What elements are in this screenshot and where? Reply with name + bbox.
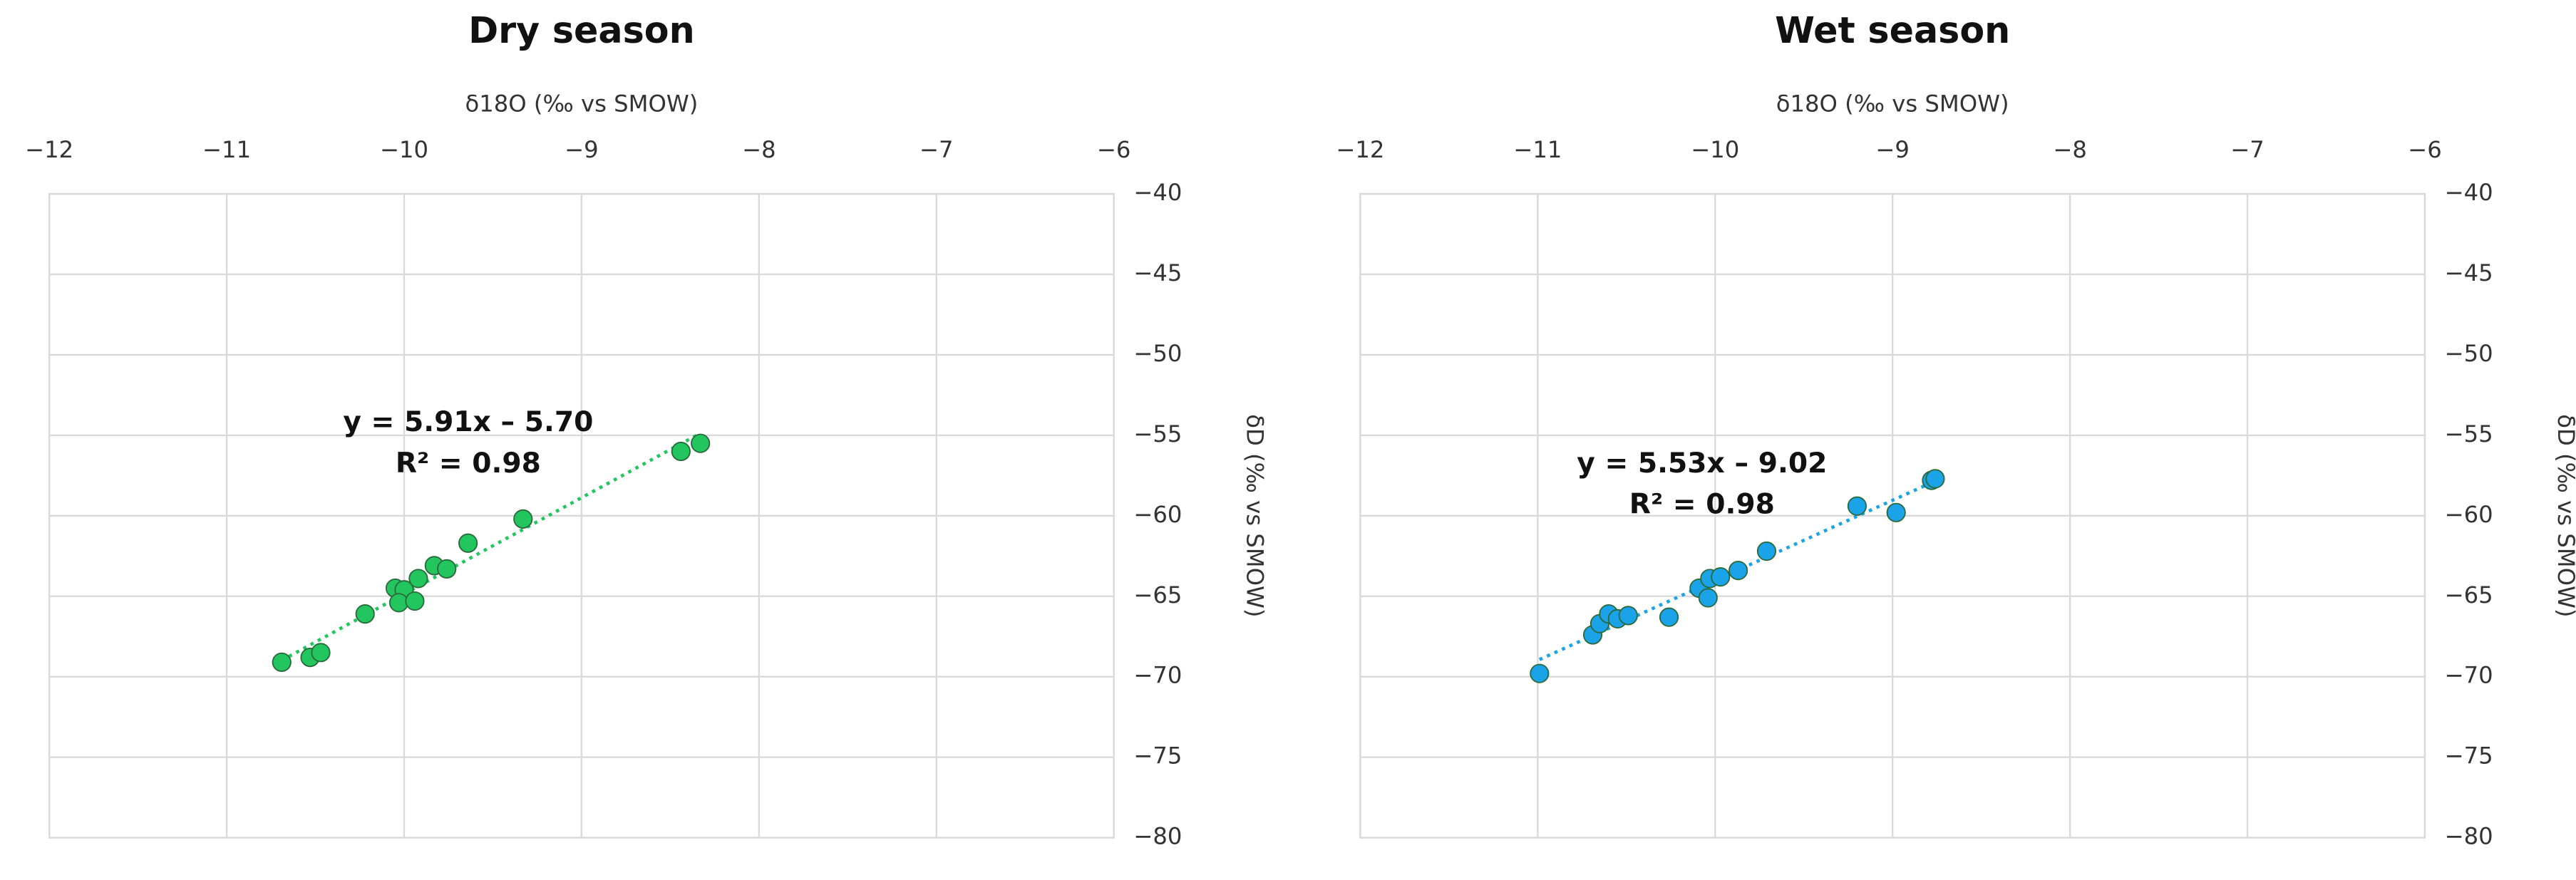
chart-title: Wet season bbox=[1775, 9, 2010, 51]
y-tick-label: −60 bbox=[2445, 501, 2493, 528]
y-tick-label: −55 bbox=[2445, 420, 2493, 447]
r-squared: R² = 0.98 bbox=[1629, 488, 1775, 520]
data-point bbox=[1756, 541, 1777, 561]
data-point bbox=[405, 591, 425, 611]
y-axis-title: δD (‰ vs SMOW) bbox=[2552, 414, 2576, 617]
y-tick-label: −40 bbox=[2445, 179, 2493, 206]
data-point bbox=[513, 509, 533, 529]
data-point bbox=[671, 441, 691, 462]
x-axis-title: δ18O (‰ vs SMOW) bbox=[465, 90, 699, 118]
data-point bbox=[1886, 502, 1906, 522]
y-tick-label: −70 bbox=[2445, 662, 2493, 689]
data-point bbox=[311, 643, 331, 663]
chart: Wet season δ18O (‰ vs SMOW) δD (‰ vs SMOW)… bbox=[1336, 9, 2576, 849]
data-point bbox=[691, 433, 711, 453]
data-point bbox=[1530, 663, 1550, 683]
y-tick-label: −80 bbox=[1133, 823, 1182, 850]
trendline bbox=[281, 431, 701, 662]
data-point bbox=[355, 604, 375, 624]
x-tick-label: −9 bbox=[1875, 136, 1910, 163]
equation: y = 5.91x – 5.70 bbox=[343, 406, 593, 438]
data-point bbox=[1659, 607, 1679, 627]
r-squared: R² = 0.98 bbox=[396, 447, 541, 480]
y-tick-label: −80 bbox=[2445, 823, 2493, 850]
x-tick-label: −7 bbox=[2230, 136, 2265, 163]
y-tick-label: −55 bbox=[1133, 420, 1182, 447]
y-tick-label: −40 bbox=[1133, 179, 1182, 206]
x-tick-label: −8 bbox=[2053, 136, 2087, 163]
x-tick-label: −11 bbox=[1513, 136, 1562, 163]
x-axis-title: δ18O (‰ vs SMOW) bbox=[1776, 90, 2009, 118]
trendline bbox=[1538, 480, 1936, 661]
y-tick-label: −50 bbox=[1133, 340, 1182, 367]
data-point bbox=[408, 569, 428, 589]
y-tick-label: −75 bbox=[2445, 742, 2493, 770]
data-point bbox=[1925, 469, 1945, 489]
x-tick-label: −6 bbox=[1097, 136, 1131, 163]
data-point bbox=[1711, 567, 1731, 587]
y-tick-label: −65 bbox=[2445, 581, 2493, 609]
x-tick-label: −9 bbox=[565, 136, 599, 163]
data-point bbox=[1698, 588, 1718, 608]
y-tick-label: −75 bbox=[1133, 742, 1182, 770]
equation: y = 5.53x – 9.02 bbox=[1577, 447, 1827, 480]
data-point bbox=[458, 533, 478, 553]
data-point bbox=[1847, 496, 1867, 516]
data-point bbox=[272, 652, 292, 672]
x-tick-label: −7 bbox=[919, 136, 954, 163]
data-point bbox=[1729, 561, 1748, 581]
x-tick-label: −8 bbox=[742, 136, 776, 163]
chart-title: Dry season bbox=[468, 9, 695, 51]
x-tick-label: −6 bbox=[2408, 136, 2442, 163]
y-tick-label: −45 bbox=[2445, 259, 2493, 286]
data-point bbox=[1618, 606, 1638, 626]
data-point bbox=[388, 593, 409, 613]
y-tick-label: −70 bbox=[1133, 662, 1182, 689]
y-tick-label: −60 bbox=[1133, 501, 1182, 528]
data-point bbox=[437, 559, 457, 579]
y-tick-label: −65 bbox=[1133, 581, 1182, 609]
y-tick-label: −50 bbox=[2445, 340, 2493, 367]
x-tick-label: −12 bbox=[25, 136, 73, 163]
y-tick-label: −45 bbox=[1133, 259, 1182, 286]
chart: Dry season δ18O (‰ vs SMOW) δD (‰ vs SMOW)… bbox=[25, 9, 1268, 849]
x-tick-label: −12 bbox=[1336, 136, 1384, 163]
x-tick-label: −10 bbox=[1691, 136, 1739, 163]
y-axis-title: δD (‰ vs SMOW) bbox=[1242, 414, 1269, 617]
x-tick-label: −10 bbox=[380, 136, 428, 163]
x-tick-label: −11 bbox=[202, 136, 251, 163]
